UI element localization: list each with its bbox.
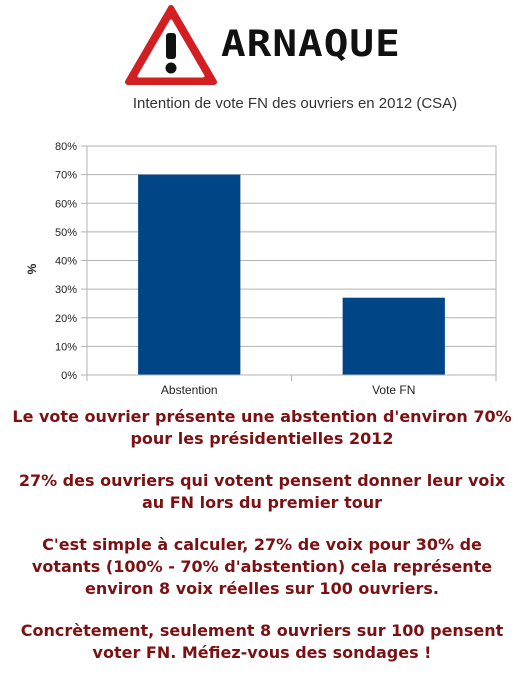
message-paragraph: 27% des ouvriers qui votent pensent donn… [0,470,524,514]
bar-vote-fn [342,297,445,375]
warning-triangle-icon [125,5,217,85]
y-tick-label: 60% [55,198,77,210]
x-axis-ticks: Abstention Vote FN [86,375,497,397]
message-line: C'est simple à calculer, 27% de voix pou… [42,535,482,554]
message-paragraph: C'est simple à calculer, 27% de voix pou… [0,534,524,600]
chart-title: Intention de vote FN des ouvriers en 201… [133,95,457,112]
y-tick-label: 50% [55,227,77,239]
message-paragraph: Concrètement, seulement 8 ouvriers sur 1… [0,620,524,664]
bar-chart: Intention de vote FN des ouvriers en 201… [25,95,497,397]
message-line: Concrètement, seulement 8 ouvriers sur 1… [20,621,504,640]
message-block: Le vote ouvrier présente une abstention … [0,406,524,684]
y-tick-label: 80% [55,141,77,153]
y-tick-label: 40% [55,256,77,268]
x-tick-label: Vote FN [372,383,415,397]
x-tick-label: Abstention [161,383,218,397]
message-line: au FN lors du premier tour [141,493,383,512]
message-line: voter FN. Méfiez-vous des sondages ! [92,643,432,662]
brand-text: ARNAQUE [221,22,401,66]
y-tick-label: 20% [55,313,77,325]
y-axis-ticks: 0% 10% 20% 30% 40% 50% 60% 70% 80% [55,141,87,382]
message-paragraph: Le vote ouvrier présente une abstention … [0,406,524,450]
y-tick-label: 30% [55,284,77,296]
message-line: environ 8 voix réelles sur 100 ouvriers. [85,579,439,598]
bar-abstention [138,174,241,375]
header: ARNAQUE [0,0,524,90]
y-tick-label: 10% [55,341,77,353]
message-line: Le vote ouvrier présente une abstention … [12,407,512,426]
y-tick-label: 0% [61,370,77,382]
message-line: 27% des ouvriers qui votent pensent donn… [18,471,506,490]
message-line: votants (100% - 70% d'abstention) cela r… [31,557,493,576]
bars [138,174,445,375]
y-axis-label: % [25,263,39,274]
message-line: pour les présidentielles 2012 [130,429,394,448]
y-tick-label: 70% [55,170,77,182]
